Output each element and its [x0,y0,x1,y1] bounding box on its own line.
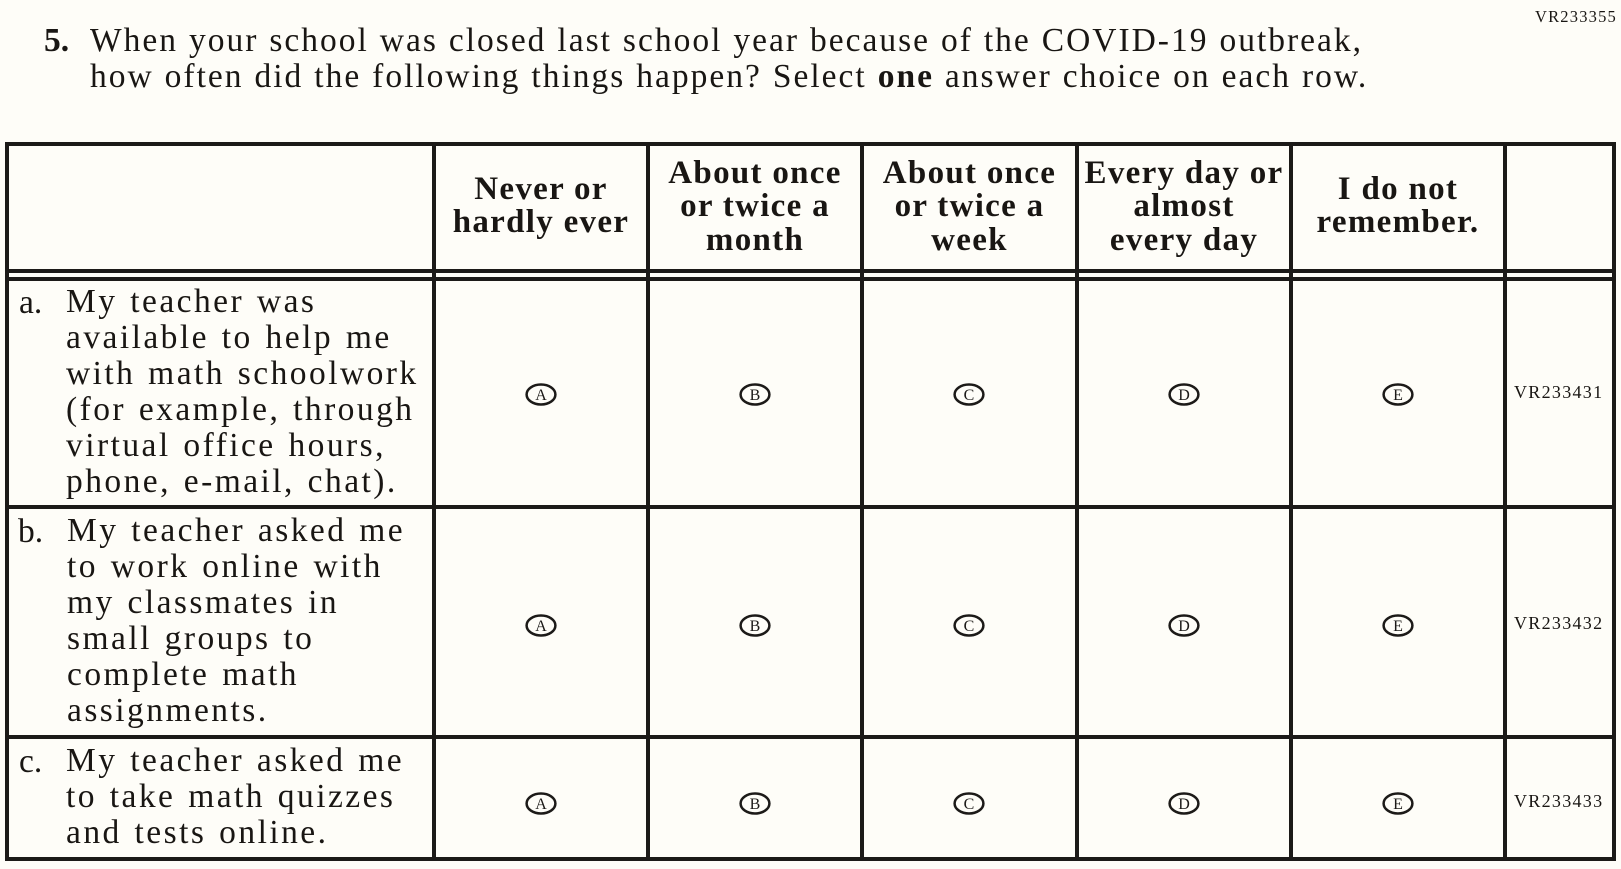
svg-text:D: D [1178,387,1190,404]
svg-text:D: D [1178,796,1190,813]
svg-text:C: C [964,618,975,635]
svg-text:C: C [964,387,975,404]
svg-text:B: B [750,387,761,404]
svg-text:D: D [1178,618,1190,635]
svg-text:B: B [750,618,761,635]
svg-text:C: C [964,796,975,813]
svg-text:A: A [535,618,547,635]
svg-text:E: E [1393,387,1403,404]
svg-text:E: E [1393,618,1403,635]
svg-text:A: A [535,796,547,813]
svg-text:A: A [535,387,547,404]
svg-text:B: B [750,796,761,813]
svg-text:E: E [1393,796,1403,813]
